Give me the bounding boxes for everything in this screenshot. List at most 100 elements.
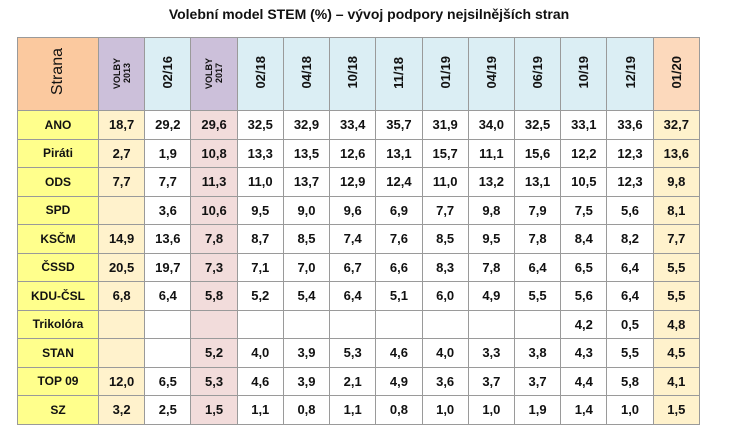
cell: 1,0 — [606, 395, 654, 425]
cell: 1,0 — [467, 395, 515, 425]
cell: 7,1 — [236, 252, 284, 282]
cell: 19,7 — [144, 252, 192, 282]
cell: 13,6 — [144, 224, 192, 254]
cell — [190, 309, 238, 339]
cell: 15,7 — [421, 138, 469, 168]
cell: 1,0 — [421, 395, 469, 425]
cell: 3,9 — [282, 366, 331, 396]
column-header-text: VOLBY 2013 — [111, 57, 132, 89]
cell: 29,6 — [190, 110, 238, 140]
cell: 6,4 — [513, 252, 562, 282]
cell: 5,2 — [190, 338, 238, 368]
cell: 12,9 — [329, 167, 377, 197]
cell: 9,5 — [467, 224, 515, 254]
party-name: ODS — [17, 167, 99, 197]
table-row: TOP 09 12,0 6,5 5,3 4,6 3,9 2,1 4,9 3,6 3,7 3,7 4,4… — [17, 366, 701, 396]
party-name: TOP 09 — [17, 366, 99, 396]
cell — [375, 309, 423, 339]
cell: 2,1 — [329, 366, 377, 396]
party-name: KDU-ČSL — [17, 281, 99, 311]
cell: 12,3 — [606, 167, 654, 197]
cell: 33,1 — [560, 110, 608, 140]
cell: 3,2 — [97, 395, 146, 425]
cell — [467, 309, 515, 339]
cell: 4,9 — [375, 366, 423, 396]
cell: 10,8 — [190, 138, 238, 168]
column-header-text: 04/18 — [298, 56, 314, 89]
table-row: Piráti 2,7 1,9 10,8 13,3 13,5 12,6 13,1 15,7 11,1… — [17, 138, 701, 168]
table-row: STAN 5,2 4,0 3,9 5,3 4,6 4,0 3,3 3,8 4,3 5,5 4,5 — [17, 338, 701, 368]
cell: 29,2 — [144, 110, 192, 140]
cell — [144, 338, 192, 368]
column-header-text: 11/18 — [391, 56, 407, 89]
cell: 4,5 — [652, 338, 701, 368]
cell: 5,8 — [190, 281, 238, 311]
column-header: 11/18 — [375, 37, 423, 111]
party-name: ANO — [17, 110, 99, 140]
cell: 34,0 — [467, 110, 515, 140]
cell: 4,6 — [236, 366, 284, 396]
cell: 2,5 — [144, 395, 192, 425]
column-header: Strana — [17, 37, 99, 111]
cell: 5,3 — [329, 338, 377, 368]
cell: 6,4 — [606, 281, 654, 311]
cell: 7,4 — [329, 224, 377, 254]
cell: 6,4 — [606, 252, 654, 282]
column-header-text: 02/16 — [160, 56, 176, 89]
cell: 12,6 — [329, 138, 377, 168]
cell: 6,4 — [144, 281, 192, 311]
cell — [513, 309, 562, 339]
cell: 1,4 — [560, 395, 608, 425]
cell: 13,1 — [375, 138, 423, 168]
party-name: SPD — [17, 195, 99, 225]
cell: 7,0 — [282, 252, 331, 282]
cell: 4,6 — [375, 338, 423, 368]
cell: 12,0 — [97, 366, 146, 396]
cell: 32,5 — [236, 110, 284, 140]
header-row: Strana VOLBY 2013 02/16 VOLBY 2017 02/18 04/1… — [17, 37, 701, 111]
column-header: 04/19 — [467, 37, 515, 111]
column-header-text: 12/19 — [622, 56, 638, 89]
cell: 15,6 — [513, 138, 562, 168]
column-header-text: 10/19 — [576, 56, 592, 89]
cell: 13,5 — [282, 138, 331, 168]
cell: 0,8 — [375, 395, 423, 425]
column-header: 02/18 — [236, 37, 284, 111]
party-name: ČSSD — [17, 252, 99, 282]
cell — [97, 195, 146, 225]
cell: 8,5 — [282, 224, 331, 254]
column-header-text: 10/18 — [345, 56, 361, 89]
cell: 12,3 — [606, 138, 654, 168]
cell: 12,2 — [560, 138, 608, 168]
cell: 11,3 — [190, 167, 238, 197]
cell: 6,5 — [560, 252, 608, 282]
cell: 3,9 — [282, 338, 331, 368]
column-header: VOLBY 2017 — [190, 37, 238, 111]
cell: 18,7 — [97, 110, 146, 140]
cell: 11,0 — [236, 167, 284, 197]
column-header-text: VOLBY 2017 — [204, 57, 225, 89]
cell: 4,0 — [236, 338, 284, 368]
cell: 5,5 — [652, 281, 701, 311]
cell: 32,5 — [513, 110, 562, 140]
column-header-text: 06/19 — [530, 56, 546, 89]
cell: 31,9 — [421, 110, 469, 140]
cell: 4,3 — [560, 338, 608, 368]
cell: 6,7 — [329, 252, 377, 282]
column-header: 02/16 — [144, 37, 192, 111]
cell: 6,8 — [97, 281, 146, 311]
cell: 1,9 — [144, 138, 192, 168]
cell: 5,5 — [513, 281, 562, 311]
cell: 35,7 — [375, 110, 423, 140]
cell — [97, 309, 146, 339]
table-row: ČSSD 20,5 19,7 7,3 7,1 7,0 6,7 6,6 8,3 7,8 6,4 6,5 6… — [17, 252, 701, 282]
cell: 6,5 — [144, 366, 192, 396]
cell: 0,5 — [606, 309, 654, 339]
table-row: ODS 7,7 7,7 11,3 11,0 13,7 12,9 12,4 11,0 13,2 13,… — [17, 167, 701, 197]
cell: 11,1 — [467, 138, 515, 168]
cell: 3,6 — [421, 366, 469, 396]
table-title: Volební model STEM (%) – vývoj podpory n… — [168, 6, 570, 22]
cell: 5,5 — [652, 252, 701, 282]
cell: 6,9 — [375, 195, 423, 225]
